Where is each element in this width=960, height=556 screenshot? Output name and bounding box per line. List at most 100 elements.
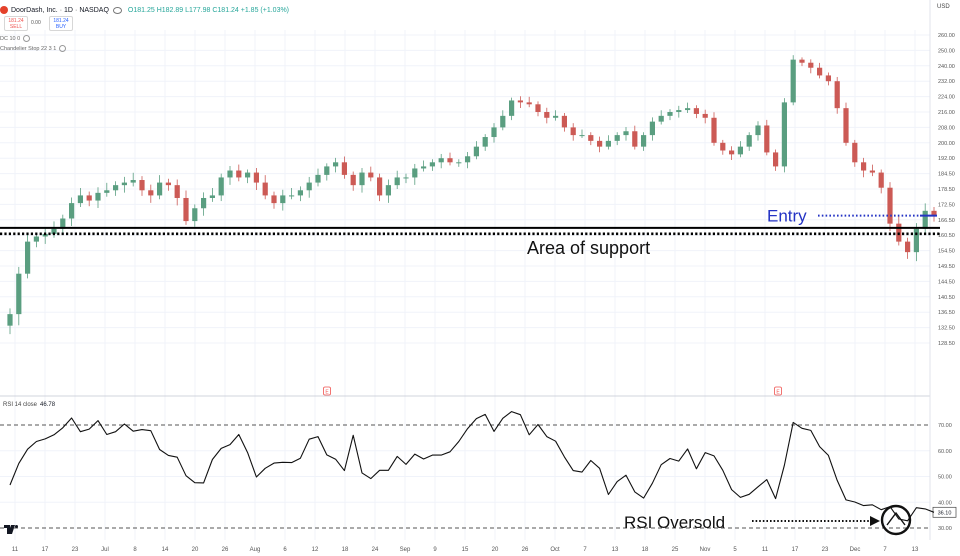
date-tick-label: 9	[433, 547, 437, 553]
candle-body	[69, 203, 75, 219]
candle-body	[315, 174, 321, 183]
rsi-oversold-mark	[886, 511, 906, 526]
candle-body	[905, 241, 911, 253]
currency-label[interactable]: USD	[937, 4, 950, 10]
candle-body	[570, 127, 576, 136]
candle-body	[341, 162, 347, 175]
candle-body	[482, 137, 488, 147]
rsi-tick-label: 70.00	[938, 423, 952, 429]
candle-body	[500, 115, 506, 128]
candle-body	[825, 75, 831, 82]
candle-body	[421, 166, 427, 169]
candle-body	[429, 162, 435, 167]
interval-label[interactable]: 1D	[64, 6, 73, 14]
settings-icon[interactable]	[59, 45, 67, 52]
exchange-label: NASDAQ	[79, 6, 109, 14]
date-tick-label: 5	[733, 547, 737, 553]
earnings-marker	[774, 386, 782, 396]
candle-body	[245, 172, 251, 178]
candle-body	[77, 195, 83, 204]
candle-body	[473, 146, 479, 157]
candle-body	[834, 81, 840, 109]
buy-label: BUY	[55, 24, 67, 30]
candle-body	[711, 117, 717, 143]
price-tick-label: 200.00	[938, 141, 955, 147]
candle-body	[623, 131, 629, 136]
candle-body	[359, 172, 365, 186]
candle-body	[676, 110, 682, 112]
rsi-axis: 70.00 60.00 50.00 40.00 30.00 36.10	[0, 423, 957, 532]
rsi-tick-label: 40.00	[938, 500, 952, 506]
candle-body	[817, 67, 823, 76]
earnings-marker	[323, 386, 331, 396]
rsi-legend[interactable]: RSI 14 close 46.78	[3, 402, 55, 408]
candle-body	[201, 197, 207, 209]
earnings-marker-label: E	[776, 390, 780, 396]
support-annotation: Area of support	[527, 238, 650, 258]
candle-body	[632, 131, 638, 147]
price-tick-label: 144.50	[938, 279, 955, 285]
candle-body	[790, 59, 796, 103]
rsi-tick-label: 60.00	[938, 449, 952, 455]
visibility-eye-icon[interactable]	[112, 6, 122, 14]
date-tick-label: 20	[492, 547, 499, 553]
date-tick-label: 12	[312, 547, 319, 553]
candle-body	[218, 177, 224, 196]
price-tick-label: 136.50	[938, 310, 955, 316]
candle-body	[113, 185, 119, 191]
symbol-title[interactable]: DoorDash, Inc.	[11, 6, 58, 14]
candle-body	[253, 172, 259, 183]
date-tick-label: 18	[342, 547, 349, 553]
price-tick-label: 184.50	[938, 172, 955, 178]
entry-annotation: Entry	[767, 207, 807, 226]
candle-body	[553, 115, 559, 118]
rsi-oversold-circle	[880, 504, 912, 536]
date-tick-label: 15	[462, 547, 469, 553]
sell-label: SELL	[9, 24, 23, 30]
candle-body	[781, 102, 787, 167]
candle-body	[333, 162, 339, 167]
date-tick-label: Jul	[101, 547, 109, 553]
candle-body	[157, 182, 163, 196]
date-tick-label: 25	[672, 547, 679, 553]
candle-body	[209, 195, 215, 198]
symbol-title-row: DoorDash, Inc. · 1D · NASDAQ O181.25 H18…	[0, 3, 289, 17]
date-tick-label: 11	[762, 547, 769, 553]
candle-body	[324, 166, 330, 175]
candle-body	[271, 195, 277, 204]
date-tick-label: Aug	[250, 547, 261, 553]
candle-body	[236, 170, 242, 178]
candle-body	[95, 192, 101, 201]
date-tick-label: 23	[822, 547, 829, 553]
candle-body	[878, 172, 884, 188]
date-tick-label: 18	[642, 547, 649, 553]
buy-button[interactable]: 181.24 BUY	[49, 16, 73, 31]
date-tick-label: 14	[162, 547, 169, 553]
candle-body	[614, 135, 620, 141]
candle-body	[702, 113, 708, 118]
tradingview-logo-icon[interactable]	[4, 525, 20, 534]
rsi-arrow-head	[870, 516, 880, 526]
candle-body	[377, 177, 383, 196]
indicator-dc[interactable]: DC 10 0	[0, 35, 31, 42]
candle-body	[403, 177, 409, 179]
date-tick-label: 24	[372, 547, 379, 553]
sell-button[interactable]: 181.24 SELL	[4, 16, 28, 31]
candle-body	[456, 162, 462, 164]
indicator-chandelier-label: Chandelier Stop 22 3 1	[0, 45, 57, 52]
candle-body	[174, 185, 180, 198]
indicator-chandelier[interactable]: Chandelier Stop 22 3 1	[0, 45, 67, 52]
price-tick-label: 160.50	[938, 233, 955, 239]
settings-icon[interactable]	[23, 35, 31, 42]
date-tick-label: 7	[583, 547, 587, 553]
price-tick-label: 154.50	[938, 249, 955, 255]
candle-body	[746, 135, 752, 147]
candle-body	[773, 152, 779, 167]
candle-body	[491, 127, 497, 138]
candle-body	[447, 158, 453, 163]
candle-body	[685, 108, 691, 111]
price-tick-label: 208.00	[938, 125, 955, 131]
date-tick-label: 23	[72, 547, 79, 553]
candle-body	[720, 142, 726, 151]
